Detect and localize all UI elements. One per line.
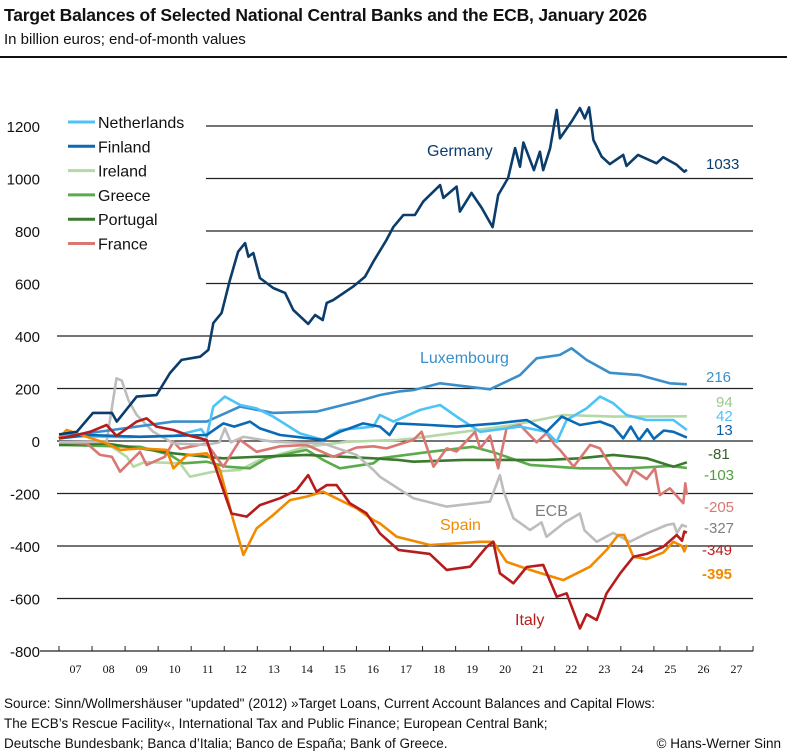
y-tick-label: -200 bbox=[10, 487, 40, 504]
end-label-finland: 13 bbox=[716, 422, 733, 439]
x-tick-label: 13 bbox=[268, 662, 280, 676]
legend-label-greece: Greece bbox=[98, 188, 151, 205]
series-line-portugal bbox=[58, 442, 688, 469]
x-tick-label: 21 bbox=[532, 662, 544, 676]
series-label-spain: Spain bbox=[440, 517, 481, 534]
y-tick-label: -600 bbox=[10, 592, 40, 609]
x-tick-label: 12 bbox=[235, 662, 247, 676]
y-tick-label: 0 bbox=[32, 434, 40, 451]
series-line-netherlands bbox=[58, 395, 688, 444]
copyright: © Hans-Werner Sinn bbox=[656, 736, 782, 751]
end-label-germany: 1033 bbox=[706, 156, 739, 173]
series-label-ecb: ECB bbox=[535, 503, 568, 520]
chart-subtitle: In billion euros; end-of-month values bbox=[4, 31, 246, 48]
x-tick-label: 14 bbox=[301, 662, 313, 676]
series-label-luxembourg: Luxembourg bbox=[420, 350, 509, 367]
legend-label-portugal: Portugal bbox=[98, 212, 158, 229]
x-tick-label: 11 bbox=[202, 662, 214, 676]
end-label-italy: -349 bbox=[702, 542, 732, 559]
series-line-finland bbox=[58, 415, 688, 442]
series-line-italy bbox=[58, 417, 688, 630]
x-tick-label: 27 bbox=[731, 662, 743, 676]
end-label-netherlands: 42 bbox=[716, 408, 733, 425]
x-tick-label: 15 bbox=[334, 662, 346, 676]
end-label-greece: -103 bbox=[704, 467, 734, 484]
end-label-ecb: -327 bbox=[704, 520, 734, 537]
x-tick-label: 19 bbox=[466, 662, 478, 676]
y-tick-label: 600 bbox=[15, 277, 40, 294]
series-line-spain bbox=[58, 428, 689, 582]
y-tick-label: 400 bbox=[15, 329, 40, 346]
x-tick-label: 24 bbox=[631, 662, 643, 676]
y-tick-label: 1000 bbox=[7, 172, 40, 189]
y-tick-label: 800 bbox=[15, 224, 40, 241]
y-tick-label: 1200 bbox=[7, 119, 40, 136]
series-line-greece bbox=[58, 443, 688, 470]
source-line-1: Source: Sinn/Wollmershäuser "updated" (2… bbox=[4, 696, 655, 711]
x-tick-label: 07 bbox=[70, 662, 82, 676]
source-line-3: Deutsche Bundesbank; Banca d’Italia; Ban… bbox=[4, 736, 448, 751]
x-tick-label: 22 bbox=[565, 662, 577, 676]
y-tick-label: 200 bbox=[15, 382, 40, 399]
x-tick-label: 18 bbox=[433, 662, 445, 676]
series-label-italy: Italy bbox=[515, 612, 544, 629]
x-tick-label: 26 bbox=[697, 662, 709, 676]
end-label-portugal: -81 bbox=[708, 446, 730, 463]
series-line-luxembourg bbox=[58, 346, 687, 439]
end-label-ireland: 94 bbox=[716, 394, 733, 411]
x-tick-label: 16 bbox=[367, 662, 379, 676]
series-line-ireland bbox=[58, 413, 687, 479]
series-line-germany bbox=[58, 106, 688, 436]
series-line-france bbox=[58, 423, 689, 505]
legend-label-france: France bbox=[98, 237, 148, 254]
legend-label-ireland: Ireland bbox=[98, 164, 147, 181]
legend-label-finland: Finland bbox=[98, 139, 150, 156]
legend: Netherlands Finland Ireland Greece Portugal F… bbox=[68, 115, 184, 254]
series-label-germany: Germany bbox=[427, 143, 493, 160]
end-label-luxembourg: 216 bbox=[706, 369, 731, 386]
end-label-france: -205 bbox=[704, 499, 734, 516]
x-tick-label: 20 bbox=[499, 662, 511, 676]
end-label-spain: -395 bbox=[702, 566, 732, 583]
y-tick-label: -400 bbox=[10, 539, 40, 556]
chart-title: Target Balances of Selected National Cen… bbox=[4, 5, 647, 25]
x-tick-label: 23 bbox=[598, 662, 610, 676]
x-tick-label: 08 bbox=[103, 662, 115, 676]
x-tick-label: 25 bbox=[664, 662, 676, 676]
x-tick-label: 09 bbox=[136, 662, 148, 676]
x-tick-label: 10 bbox=[169, 662, 181, 676]
x-tick-label: 17 bbox=[400, 662, 412, 676]
y-tick-label: -800 bbox=[10, 644, 40, 661]
source-line-2: The ECB’s Rescue Facility«, Internationa… bbox=[4, 716, 548, 731]
legend-label-netherlands: Netherlands bbox=[98, 115, 184, 132]
title-divider bbox=[0, 56, 787, 58]
